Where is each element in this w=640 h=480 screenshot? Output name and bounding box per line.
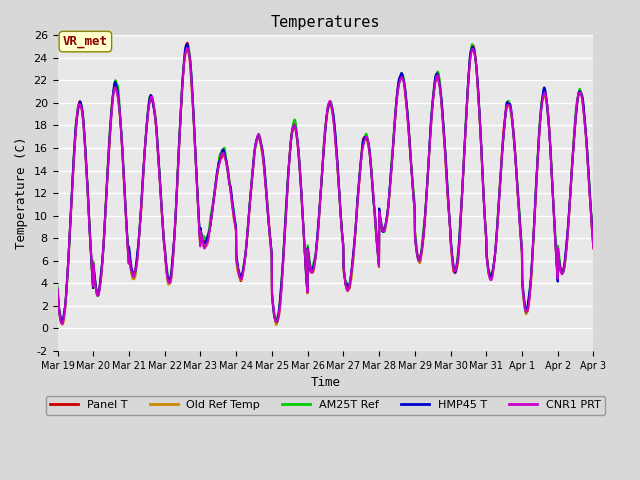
Legend: Panel T, Old Ref Temp, AM25T Ref, HMP45 T, CNR1 PRT: Panel T, Old Ref Temp, AM25T Ref, HMP45 … — [46, 396, 605, 415]
CNR1 PRT — [183, 45, 191, 51]
Line: AM25T Ref: AM25T Ref — [58, 44, 593, 323]
CNR1 PRT — [543, 97, 550, 103]
Panel T — [54, 288, 61, 293]
Panel T — [589, 245, 597, 251]
Panel T — [353, 205, 361, 211]
Old Ref Temp — [273, 322, 280, 328]
X-axis label: Time: Time — [310, 376, 340, 389]
HMP45 T — [353, 206, 361, 212]
Panel T — [482, 225, 490, 230]
Panel T — [204, 239, 211, 244]
AM25T Ref — [468, 41, 476, 47]
Panel T — [184, 40, 191, 46]
Panel T — [543, 98, 550, 104]
Old Ref Temp — [203, 242, 211, 248]
AM25T Ref — [58, 320, 66, 325]
Old Ref Temp — [589, 245, 597, 251]
HMP45 T — [482, 225, 490, 231]
AM25T Ref — [543, 97, 550, 103]
AM25T Ref — [353, 208, 360, 214]
Line: HMP45 T: HMP45 T — [58, 44, 593, 322]
HMP45 T — [589, 241, 597, 247]
HMP45 T — [341, 280, 349, 286]
Title: Temperatures: Temperatures — [271, 15, 380, 30]
CNR1 PRT — [54, 286, 61, 292]
CNR1 PRT — [482, 226, 490, 232]
HMP45 T — [557, 268, 565, 274]
HMP45 T — [543, 97, 550, 103]
AM25T Ref — [341, 276, 349, 282]
Line: Old Ref Temp: Old Ref Temp — [58, 47, 593, 325]
AM25T Ref — [589, 240, 597, 246]
Old Ref Temp — [353, 214, 360, 219]
AM25T Ref — [482, 224, 490, 230]
Old Ref Temp — [469, 44, 477, 49]
CNR1 PRT — [341, 279, 349, 285]
Panel T — [58, 321, 65, 326]
Line: CNR1 PRT: CNR1 PRT — [58, 48, 593, 324]
AM25T Ref — [204, 234, 211, 240]
HMP45 T — [273, 319, 280, 325]
Old Ref Temp — [54, 291, 61, 297]
Old Ref Temp — [482, 226, 490, 231]
AM25T Ref — [54, 284, 61, 289]
AM25T Ref — [557, 268, 565, 274]
Old Ref Temp — [341, 278, 349, 284]
CNR1 PRT — [204, 240, 211, 245]
CNR1 PRT — [589, 246, 597, 252]
Line: Panel T: Panel T — [58, 43, 593, 324]
HMP45 T — [54, 287, 61, 293]
Old Ref Temp — [543, 100, 550, 106]
Text: VR_met: VR_met — [63, 35, 108, 48]
CNR1 PRT — [557, 270, 565, 276]
Old Ref Temp — [557, 268, 565, 274]
Panel T — [341, 278, 349, 284]
CNR1 PRT — [353, 208, 361, 214]
Panel T — [557, 270, 565, 276]
CNR1 PRT — [58, 321, 66, 327]
Y-axis label: Temperature (C): Temperature (C) — [15, 137, 28, 249]
HMP45 T — [183, 41, 191, 47]
HMP45 T — [204, 235, 211, 240]
